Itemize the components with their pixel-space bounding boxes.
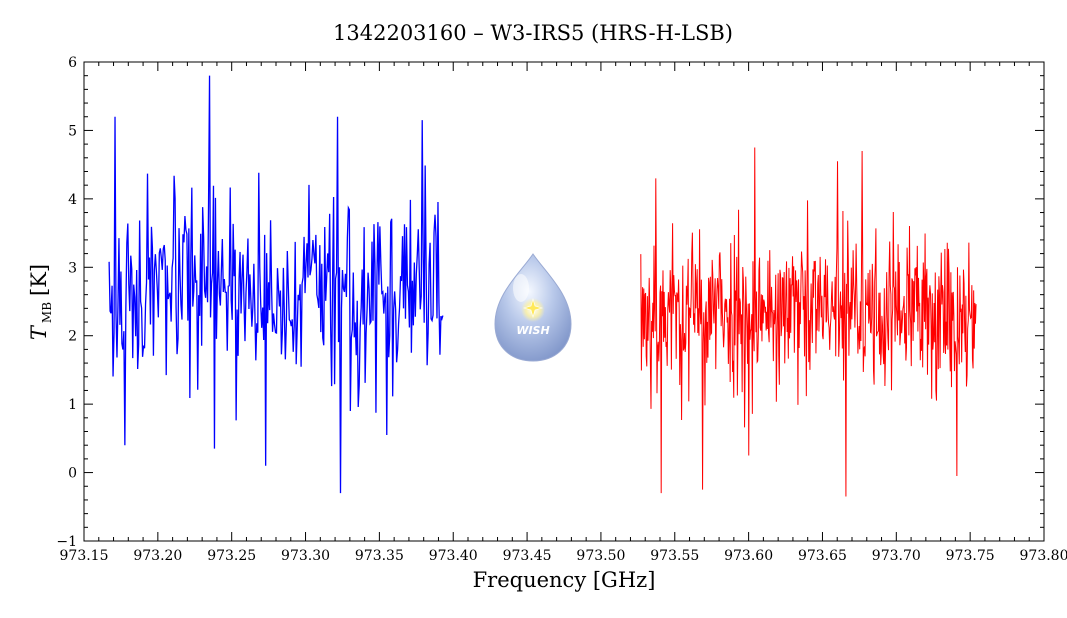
x-tick-label: 973.45 — [503, 548, 552, 564]
x-tick-label: 973.65 — [798, 548, 847, 564]
x-tick-label: 973.15 — [60, 548, 109, 564]
series-line-1 — [109, 76, 443, 493]
y-tick-label: 1 — [68, 397, 77, 413]
x-tick-label: 973.75 — [946, 548, 995, 564]
x-axis-label: Frequency [GHz] — [473, 568, 656, 592]
svg-text:TMB[K]: TMB [K] — [27, 264, 54, 340]
x-tick-label: 973.35 — [355, 548, 404, 564]
wish-logo-text: WISH — [516, 324, 549, 337]
y-tick-label: 6 — [68, 55, 77, 71]
x-tick-label: 973.55 — [650, 548, 699, 564]
wish-logo: WISH — [495, 254, 571, 361]
y-tick-label: 3 — [68, 260, 77, 276]
y-tick-label: −1 — [56, 534, 77, 550]
y-tick-label: 5 — [68, 123, 77, 139]
y-axis-label-sub: MB — [40, 302, 54, 323]
spectrum-chart: 1342203160 – W3-IRS5 (HRS-H-LSB) 973.15 9… — [0, 0, 1067, 618]
y-tick-label: 2 — [68, 329, 77, 345]
y-axis-label-main: T — [27, 324, 51, 340]
x-tick-label: 973.40 — [429, 548, 478, 564]
y-axis-label: TMB [K] — [27, 264, 54, 340]
y-tick-label: 0 — [68, 466, 77, 482]
x-tick-label: 973.30 — [281, 548, 330, 564]
y-axis-label-unit: [K] — [27, 264, 51, 296]
x-tick-label: 973.70 — [872, 548, 921, 564]
series-line-2 — [641, 148, 976, 497]
x-tick-label: 973.60 — [724, 548, 773, 564]
y-tick-label: 4 — [68, 192, 77, 208]
y-axis-tick-labels: −1 0 1 2 3 4 5 6 — [56, 55, 77, 550]
x-tick-label: 973.20 — [133, 548, 182, 564]
x-tick-label: 973.80 — [1020, 548, 1067, 564]
x-axis-tick-labels: 973.15 973.20 973.25 973.30 973.35 973.40 973.… — [60, 548, 1067, 564]
x-tick-label: 973.50 — [576, 548, 625, 564]
x-tick-label: 973.25 — [207, 548, 256, 564]
chart-title: 1342203160 – W3-IRS5 (HRS-H-LSB) — [333, 21, 733, 45]
